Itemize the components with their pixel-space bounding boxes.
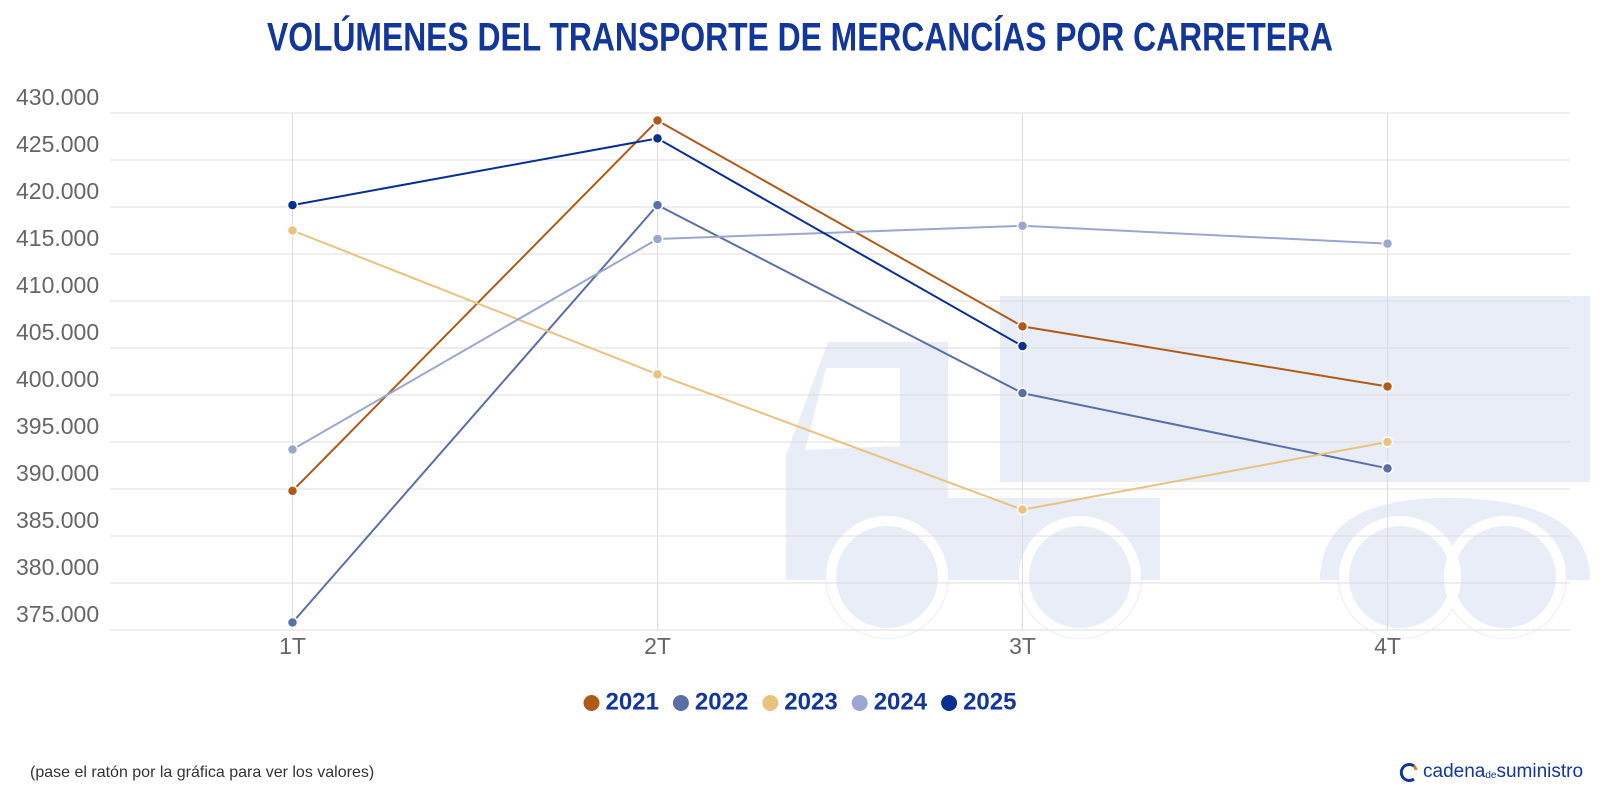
data-point [1016,387,1029,399]
series-line [292,224,1388,451]
truck-wheel-rims [826,516,1566,638]
legend-item: 2025 [941,688,1016,715]
series-line [292,229,1388,511]
legend-label: 2024 [874,688,928,715]
legend-label: 2021 [606,688,659,715]
y-tick-label: 415.000 [16,225,99,251]
data-point [651,132,664,145]
legend-label: 2025 [963,688,1016,715]
data-point [1381,380,1394,393]
brand-word: de [1485,770,1497,781]
y-tick-label: 375.000 [16,601,99,627]
brand-word: suministro [1496,761,1583,782]
x-tick-label: 1T [279,633,306,659]
legend-swatch [851,695,868,711]
data-point [286,443,299,456]
data-point [651,233,664,245]
legend-item: 2024 [851,688,928,715]
y-tick-label: 380.000 [16,554,99,580]
legend-item: 2021 [583,688,659,715]
legend-item: 2022 [672,688,748,715]
data-point [1016,340,1029,352]
y-tick-label: 425.000 [16,131,99,157]
y-tick-label: 385.000 [16,507,99,533]
footer-note: (pase el ratón por la gráfica para ver l… [30,764,374,781]
x-tick-label: 3T [1009,633,1036,659]
legend-swatch [941,695,958,711]
legend-swatch [762,695,779,711]
legend: 2021 2022 2023 2024 2025 [583,688,1016,715]
y-tick-label: 410.000 [16,272,99,298]
chart-title: VOLÚMENES DEL TRANSPORTE DE MERCANCÍAS P… [267,14,1333,60]
legend-label: 2022 [695,688,748,715]
data-point [1381,436,1394,448]
truck-window [805,368,900,450]
brand-icon [1399,763,1415,782]
data-point [286,199,299,211]
data-point [1381,462,1394,475]
brand-logo: cadenadesuministro [1399,761,1583,782]
data-point [651,368,664,381]
series-line [291,119,1388,492]
y-tick-label: 400.000 [16,366,99,392]
y-tick-label: 430.000 [16,84,99,110]
data-point [1016,220,1029,232]
x-tick-label: 4T [1374,633,1401,659]
data-point [286,485,299,497]
data-point [651,199,664,211]
plot-area: 375.000 380.000 385.000 390.000 395.000 400.0… [16,84,1570,715]
y-tick-label: 420.000 [16,178,99,204]
y-tick-label: 405.000 [16,319,99,345]
legend-label: 2023 [784,688,837,715]
brand-word: cadena [1423,761,1486,782]
legend-item: 2023 [762,688,838,715]
data-point [286,224,299,237]
brand-text: cadenadesuministro [1423,761,1583,782]
y-tick-label: 390.000 [16,460,99,486]
x-tick-label: 2T [644,633,671,659]
data-point [1016,320,1029,333]
legend-swatch [672,695,689,711]
series-line [291,203,1388,624]
brand-icon-accent [1412,764,1418,771]
legend-swatch [583,695,600,711]
data-point [651,114,664,127]
data-point [286,616,299,629]
data-point [1016,503,1029,516]
data-point [1381,237,1394,250]
y-tick-label: 395.000 [16,413,99,439]
